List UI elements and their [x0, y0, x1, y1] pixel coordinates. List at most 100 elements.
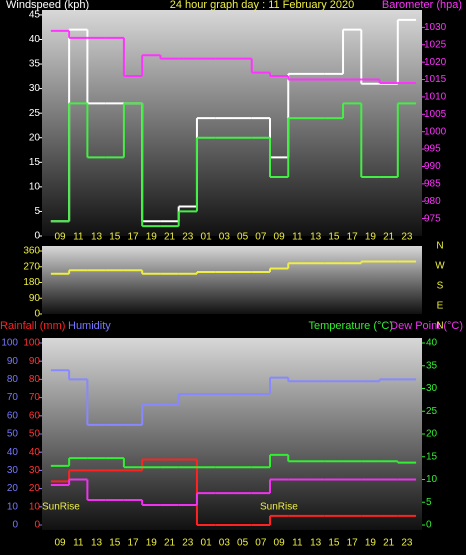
- annotation: SunRise: [42, 502, 80, 513]
- tick-label: 10: [29, 501, 41, 512]
- tick-label: 40: [426, 338, 438, 349]
- tick-label: 20: [29, 483, 41, 494]
- x-tick-label: 15: [328, 538, 340, 549]
- tick-label: 995: [424, 144, 441, 155]
- tick-label: 0: [34, 231, 40, 242]
- tick-label: 30: [29, 83, 41, 94]
- y2-axis-title: Barometer (hpa): [382, 0, 462, 11]
- x-tick-label: 11: [292, 538, 303, 549]
- tick-label: 1025: [424, 39, 447, 50]
- tick-label: 0: [34, 520, 40, 531]
- x-tick-label: 23: [182, 538, 194, 549]
- x-tick-label: 03: [219, 232, 231, 243]
- tick-label: 40: [29, 34, 41, 45]
- x-tick-label: 17: [347, 538, 359, 549]
- tick-label: 0: [12, 520, 18, 531]
- tick-label: 1000: [424, 126, 447, 137]
- chart-title: 24 hour graph day : 11 February 2020: [170, 0, 354, 11]
- x-tick-label: 09: [54, 538, 66, 549]
- x-tick-label: 17: [127, 538, 139, 549]
- tick-label: 20: [7, 483, 19, 494]
- tick-label: 30: [7, 465, 19, 476]
- x-tick-label: 15: [328, 232, 340, 243]
- x-tick-label: 21: [164, 232, 176, 243]
- x-tick-label: 15: [109, 538, 121, 549]
- tick-label: 30: [29, 465, 41, 476]
- x-tick-label: 05: [237, 232, 249, 243]
- x-tick-label: 13: [310, 232, 322, 243]
- x-tick-label: 13: [91, 538, 103, 549]
- tick-label: 40: [7, 447, 19, 458]
- tick-label: 180: [23, 277, 40, 288]
- x-tick-label: 03: [219, 538, 231, 549]
- x-tick-label: 07: [255, 232, 267, 243]
- x-tick-label: 09: [54, 232, 66, 243]
- x-tick-label: 09: [274, 538, 286, 549]
- x-tick-label: 19: [146, 232, 158, 243]
- tick-label: 10: [29, 182, 41, 193]
- tick-label: 5: [34, 206, 40, 217]
- tick-label: 10: [426, 474, 438, 485]
- x-tick-label: 15: [109, 232, 121, 243]
- x-tick-label: 19: [365, 232, 377, 243]
- x-tick-label: 13: [91, 232, 103, 243]
- tick-label: 0: [34, 309, 40, 320]
- tick-label: 30: [426, 383, 438, 394]
- compass-label: W: [435, 261, 445, 272]
- tick-label: 50: [29, 429, 41, 440]
- tick-label: 5: [426, 497, 432, 508]
- x-tick-label: 21: [383, 232, 395, 243]
- annotation: SunRise: [260, 502, 298, 513]
- plot-area: [42, 338, 422, 530]
- tick-label: 80: [7, 374, 19, 385]
- tick-label: 100: [1, 338, 18, 349]
- tick-label: 90: [29, 356, 41, 367]
- tick-label: 15: [426, 451, 438, 462]
- tick-label: 1020: [424, 57, 447, 68]
- x-tick-label: 11: [73, 232, 84, 243]
- x-tick-label: 11: [292, 232, 303, 243]
- x-tick-label: 19: [146, 538, 158, 549]
- x-tick-label: 05: [237, 538, 249, 549]
- tick-label: 50: [7, 429, 19, 440]
- tick-label: 990: [424, 161, 441, 172]
- tick-label: 0: [426, 520, 432, 531]
- compass-label: N: [436, 241, 443, 252]
- tick-label: 25: [426, 406, 438, 417]
- tick-label: 270: [23, 261, 40, 272]
- tick-label: 1010: [424, 92, 447, 103]
- x-tick-label: 23: [401, 538, 413, 549]
- legend-entry: Dew Point (°C): [390, 320, 463, 332]
- tick-label: 1015: [424, 74, 447, 85]
- legend-entry: Humidity: [68, 320, 111, 332]
- x-tick-label: 07: [255, 538, 267, 549]
- tick-label: 20: [29, 132, 41, 143]
- plot-area: [42, 246, 422, 314]
- tick-label: 360: [23, 246, 40, 257]
- x-tick-label: 01: [201, 232, 213, 243]
- tick-label: 985: [424, 178, 441, 189]
- x-tick-label: 19: [365, 538, 377, 549]
- tick-label: 980: [424, 196, 441, 207]
- tick-label: 35: [426, 360, 438, 371]
- compass-label: E: [437, 301, 444, 312]
- tick-label: 90: [29, 293, 41, 304]
- tick-label: 1030: [424, 22, 447, 33]
- x-tick-label: 21: [164, 538, 176, 549]
- x-tick-label: 23: [182, 232, 194, 243]
- tick-label: 45: [29, 10, 41, 21]
- tick-label: 1005: [424, 109, 447, 120]
- tick-label: 70: [7, 392, 19, 403]
- x-tick-label: 17: [347, 232, 359, 243]
- tick-label: 90: [7, 356, 19, 367]
- compass-label: N: [436, 321, 443, 332]
- tick-label: 25: [29, 108, 41, 119]
- x-tick-label: 23: [401, 232, 413, 243]
- legend-entry: Temperature (°C): [309, 320, 393, 332]
- tick-label: 20: [426, 429, 438, 440]
- tick-label: 100: [23, 338, 40, 349]
- x-tick-label: 17: [127, 232, 139, 243]
- x-tick-label: 09: [274, 232, 286, 243]
- tick-label: 40: [29, 447, 41, 458]
